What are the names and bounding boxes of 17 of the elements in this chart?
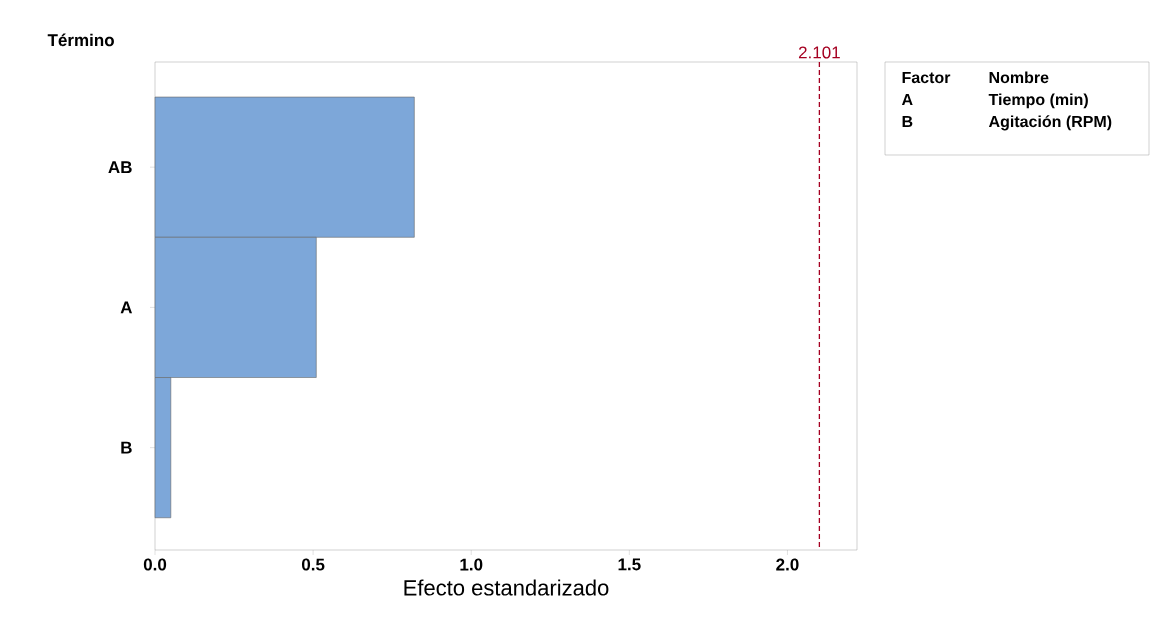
text: B: [902, 115, 913, 127]
y-tick-label: AB: [108, 161, 132, 174]
x-tick-label: 1.5: [618, 558, 641, 571]
ref-line-label: 2.101: [798, 46, 840, 59]
y-tick-label: B: [121, 441, 132, 454]
text: Tiempo (min): [988, 93, 1088, 109]
text: Factor: [902, 71, 951, 84]
x-tick-label: 0.5: [301, 558, 325, 571]
text: A: [901, 93, 913, 105]
y-axis-title: Término: [47, 33, 114, 47]
text: Nombre: [989, 71, 1049, 84]
x-tick-label: 0.0: [143, 558, 167, 571]
y-tick-label: A: [120, 301, 133, 314]
x-tick-label: 1.0: [460, 558, 483, 571]
text: Agitación (RPM): [988, 115, 1112, 131]
x-tick-label: 2.0: [776, 558, 799, 571]
x-axis-title: Efecto estandarizado: [404, 579, 609, 596]
